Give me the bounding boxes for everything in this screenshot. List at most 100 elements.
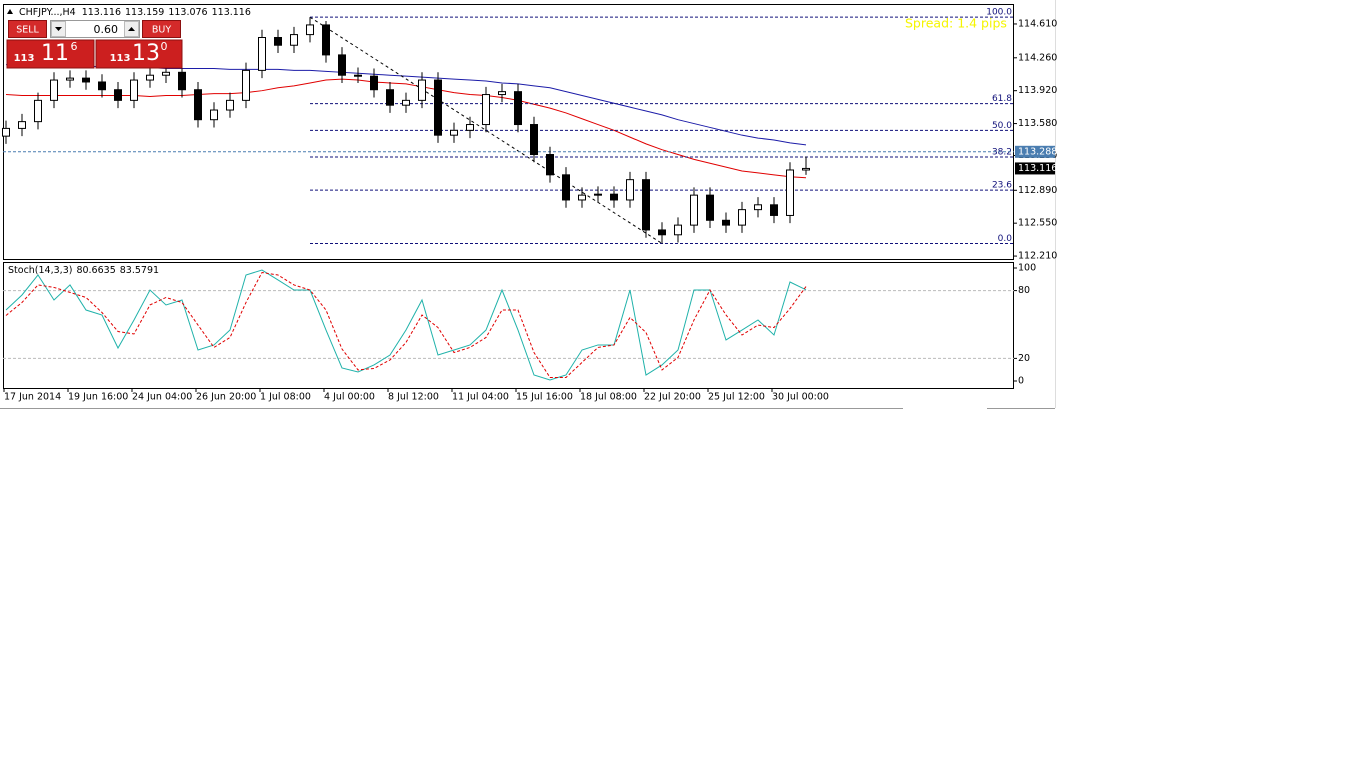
candle-body (338, 54, 346, 76)
buy-price-box[interactable] (95, 39, 183, 69)
candle-body (194, 89, 202, 121)
fibo-trendline (309, 16, 663, 244)
candle-body (802, 167, 810, 171)
lot-input[interactable] (50, 20, 140, 38)
candle-body (450, 129, 458, 136)
candle-body (482, 94, 490, 126)
x-tick-label: 17 Jun 2014 (4, 392, 61, 403)
candle-body (162, 71, 170, 76)
y-tick-label: 113.920 (1018, 85, 1057, 96)
candle-body (706, 194, 714, 221)
plot-layer: 114.610114.260113.920113.580113.250112.8… (2, 8, 1057, 403)
moving-average (5, 78, 807, 179)
candle-body (562, 174, 570, 201)
price-line-label: 113.288 (1018, 146, 1057, 157)
candle-body (98, 81, 106, 91)
candle-body (594, 193, 602, 196)
last-price-label: 113.116 (1018, 163, 1057, 174)
candle-body (258, 36, 266, 71)
candle-body (306, 24, 314, 36)
candle-body (610, 193, 618, 201)
fibo-label: 100.0 (986, 8, 1012, 18)
x-tick-label: 18 Jul 08:00 (580, 392, 637, 403)
buy-label[interactable]: BUY (152, 25, 171, 36)
fibo-label: 38.2 (992, 148, 1012, 158)
candle-body (466, 124, 474, 131)
sell-pips: 11 (41, 41, 69, 66)
candle-body (82, 77, 90, 83)
candle-body (546, 154, 554, 176)
x-tick-label: 1 Jul 08:00 (260, 392, 311, 403)
x-tick-label: 24 Jun 04:00 (132, 392, 192, 403)
candle-body (50, 79, 58, 101)
candle-body (674, 224, 682, 236)
y-tick-label: 114.610 (1018, 18, 1057, 29)
up-arrow (128, 27, 135, 31)
candle-body (322, 24, 330, 56)
sell-button[interactable] (8, 20, 47, 38)
fibo-label: 0.0 (998, 234, 1013, 244)
stoch-main-value: 80.6635 (76, 265, 115, 276)
candle-body (626, 179, 634, 201)
buy-pips: 13 (132, 41, 160, 66)
stoch-label: Stoch(14,3,3) 80.6635 83.5791 (8, 265, 159, 276)
lot-value[interactable]: 0.60 (94, 23, 119, 36)
y-tick-label: 112.890 (1018, 185, 1057, 196)
y-tick-label: 112.210 (1018, 251, 1057, 262)
high-value: 113.159 (125, 7, 164, 18)
candle-body (658, 229, 666, 236)
candle-body (642, 179, 650, 231)
y-tick-label: 100 (1018, 262, 1036, 273)
x-tick-label: 4 Jul 00:00 (324, 392, 375, 403)
spread-text: Spread: 1.4 pips (905, 16, 1007, 31)
symbol: CHFJPY...,H4 (19, 7, 76, 18)
x-tick-label: 8 Jul 12:00 (388, 392, 439, 403)
candle-body (114, 89, 122, 101)
candle-body (210, 109, 218, 121)
one-click-trading: SELL 0.60 BUY 113 11 6 113 13 0 (6, 20, 183, 69)
price-line-box (1015, 145, 1055, 158)
stoch-title: Stoch(14,3,3) (8, 265, 72, 276)
last-price-box (1015, 162, 1055, 175)
x-tick-label: 11 Jul 04:00 (452, 392, 509, 403)
candle-body (402, 99, 410, 106)
x-tick-label: 15 Jul 16:00 (516, 392, 573, 403)
sell-big-figure: 113 (14, 53, 35, 64)
candle-body (514, 91, 522, 126)
candle-body (242, 69, 250, 101)
candle-body (530, 124, 538, 156)
candle-body (722, 219, 730, 226)
candle-body (18, 121, 26, 129)
sell-fraction: 6 (71, 40, 78, 53)
candle-body (770, 204, 778, 216)
candle-body (498, 91, 506, 96)
candle-body (130, 79, 138, 101)
candle-body (354, 74, 362, 77)
candle-body (226, 99, 234, 111)
candle-body (578, 194, 586, 201)
sell-price-box[interactable] (6, 39, 95, 69)
candle-body (786, 169, 794, 216)
candle-body (386, 89, 394, 106)
buy-button[interactable] (142, 20, 181, 38)
stoch-panel-frame (3, 262, 1014, 389)
candle-body (34, 99, 42, 123)
y-tick-label: 112.550 (1018, 218, 1057, 229)
candle-body (434, 79, 442, 136)
fibo-label: 61.8 (992, 94, 1012, 104)
buy-big-figure: 113 (110, 53, 131, 64)
chart-header: CHFJPY...,H4 113.116 113.159 113.076 113.116 (19, 7, 251, 18)
candle-body (370, 75, 378, 91)
close-value: 113.116 (212, 7, 251, 18)
buy-fraction: 0 (161, 40, 168, 53)
x-tick-label: 19 Jun 16:00 (68, 392, 128, 403)
candle-body (738, 209, 746, 226)
stoch-signal-value: 83.5791 (120, 265, 159, 276)
candle-body (178, 71, 186, 91)
y-tick-label: 113.580 (1018, 118, 1057, 129)
candle-body (146, 74, 154, 81)
low-value: 113.076 (168, 7, 207, 18)
sell-label[interactable]: SELL (16, 25, 39, 36)
